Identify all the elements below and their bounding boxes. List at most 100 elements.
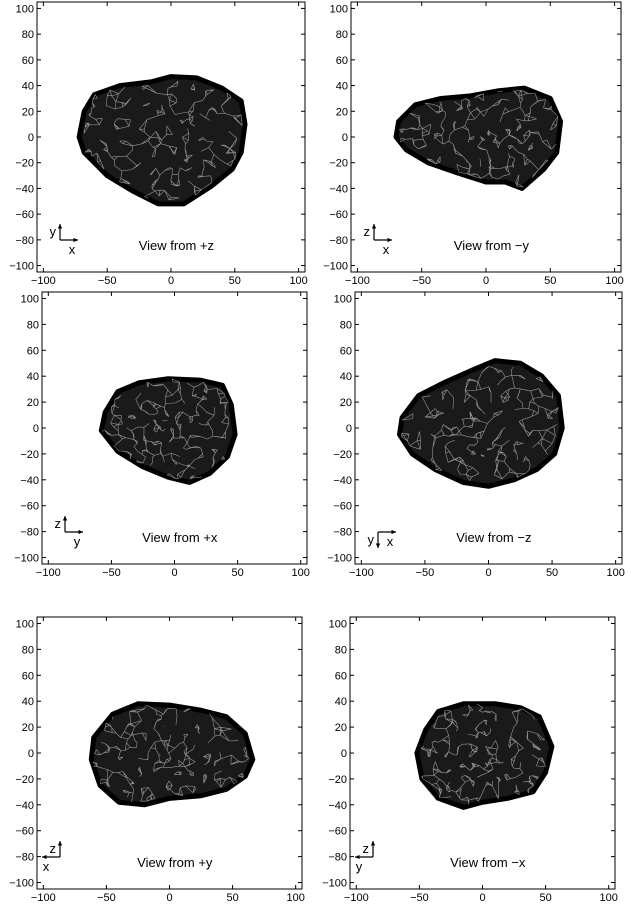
x-tick-label: 0 bbox=[171, 567, 177, 579]
y-tick-label: 0 bbox=[28, 132, 34, 144]
y-tick-label: −40 bbox=[333, 475, 352, 487]
axis-indicator-horizontal-label: y bbox=[74, 534, 81, 549]
x-tick-label: 50 bbox=[539, 892, 551, 904]
x-tick-label: 0 bbox=[166, 892, 172, 904]
y-tick-label: −40 bbox=[15, 800, 34, 812]
y-tick-label: 60 bbox=[340, 345, 352, 357]
x-tick-label: 50 bbox=[231, 567, 243, 579]
mesh-silhouette bbox=[76, 74, 248, 207]
axis-indicator-vertical-label: z bbox=[363, 841, 370, 856]
y-tick-label: −20 bbox=[15, 774, 34, 786]
x-tick-label: 100 bbox=[600, 892, 618, 904]
x-tick-label: 0 bbox=[483, 275, 489, 287]
mesh-silhouette bbox=[397, 358, 565, 489]
axis-indicator-horizontal-label: y bbox=[356, 859, 363, 874]
x-tick-label: 100 bbox=[292, 567, 310, 579]
y-tick-label: 0 bbox=[33, 423, 39, 435]
y-tick-label: 100 bbox=[329, 618, 347, 630]
axis-indicator-vertical-arrow-head bbox=[370, 841, 376, 846]
x-tick-label: 0 bbox=[479, 892, 485, 904]
mesh-wireframe bbox=[92, 705, 249, 802]
y-tick-label: 0 bbox=[346, 423, 352, 435]
mesh-silhouette bbox=[88, 701, 256, 808]
y-tick-label: 20 bbox=[22, 722, 34, 734]
x-tick-label: −100 bbox=[31, 892, 56, 904]
mesh-wireframe bbox=[420, 703, 546, 805]
y-tick-label: −40 bbox=[329, 183, 348, 195]
y-tick-label: −60 bbox=[329, 209, 348, 221]
x-tick-label: −100 bbox=[345, 275, 370, 287]
x-tick-label: −50 bbox=[416, 567, 435, 579]
view-caption: View from −x bbox=[450, 855, 526, 870]
y-tick-label: 80 bbox=[340, 319, 352, 331]
y-tick-label: −100 bbox=[322, 878, 347, 890]
view-caption: View from −y bbox=[454, 238, 530, 253]
panel-6: −100 −50 0 50 100 −100 −80 −60 −40 −20 0 20 40 60 80 10… bbox=[322, 616, 618, 904]
y-tick-label: 20 bbox=[340, 397, 352, 409]
x-tick-label: −100 bbox=[36, 567, 61, 579]
axis-indicator-vertical-label: y bbox=[50, 224, 57, 239]
panel-4: −100 −50 0 50 100 −100 −80 −60 −40 −20 0 20 40 60 80 10… bbox=[327, 291, 625, 579]
axis-indicator-vertical-arrow-head bbox=[57, 841, 63, 846]
y-tick-label: −40 bbox=[15, 183, 34, 195]
y-tick-label: 40 bbox=[340, 371, 352, 383]
axis-indicator-horizontal-arrow-head bbox=[42, 854, 47, 860]
panel-1: −100 −50 0 50 100 −100 −80 −60 −40 −20 0 20 40 60 80 10… bbox=[9, 1, 308, 287]
y-tick-label: 60 bbox=[27, 345, 39, 357]
view-caption: View from +z bbox=[139, 238, 214, 253]
y-tick-label: 40 bbox=[336, 81, 348, 93]
axis-indicator-horizontal-arrow-head bbox=[73, 237, 78, 243]
mesh-wireframe bbox=[400, 366, 559, 481]
x-tick-label: −50 bbox=[410, 892, 429, 904]
y-tick-label: −20 bbox=[328, 774, 347, 786]
axis-indicator-horizontal-label: x bbox=[43, 859, 50, 874]
y-tick-label: 80 bbox=[22, 29, 34, 41]
y-tick-label: −80 bbox=[15, 235, 34, 247]
y-tick-label: 60 bbox=[22, 55, 34, 67]
y-tick-label: −20 bbox=[333, 449, 352, 461]
axis-indicator-horizontal-arrow-head bbox=[387, 237, 392, 243]
axis-indicator-vertical-label: z bbox=[55, 516, 62, 531]
y-tick-label: 80 bbox=[27, 319, 39, 331]
axis-indicator-horizontal-label: x bbox=[387, 534, 394, 549]
y-tick-label: 60 bbox=[336, 55, 348, 67]
y-tick-label: 80 bbox=[336, 29, 348, 41]
y-tick-label: 20 bbox=[336, 106, 348, 118]
axis-indicator-vertical-label: z bbox=[364, 224, 371, 239]
y-tick-label: 100 bbox=[21, 293, 39, 305]
axis-indicator-horizontal-arrow-head bbox=[391, 529, 396, 535]
x-tick-label: 100 bbox=[287, 892, 305, 904]
x-tick-label: 100 bbox=[289, 275, 307, 287]
axis-indicator-vertical-arrow-head bbox=[375, 543, 381, 548]
y-tick-label: −60 bbox=[328, 826, 347, 838]
x-tick-label: −50 bbox=[412, 275, 431, 287]
mesh-silhouette bbox=[414, 701, 555, 810]
y-tick-label: −20 bbox=[20, 449, 39, 461]
x-tick-label: −100 bbox=[349, 567, 374, 579]
y-tick-label: −60 bbox=[15, 826, 34, 838]
y-tick-label: 100 bbox=[16, 618, 34, 630]
panel-5: −100 −50 0 50 100 −100 −80 −60 −40 −20 0 20 40 60 80 10… bbox=[9, 616, 305, 904]
y-tick-label: 0 bbox=[28, 748, 34, 760]
y-tick-label: 20 bbox=[335, 722, 347, 734]
view-caption: View from +y bbox=[137, 855, 213, 870]
y-tick-label: −100 bbox=[9, 261, 34, 273]
y-tick-label: −20 bbox=[15, 158, 34, 170]
y-tick-label: −80 bbox=[328, 852, 347, 864]
y-tick-label: −80 bbox=[15, 852, 34, 864]
panel-2: −100 −50 0 50 100 −100 −80 −60 −40 −20 0 20 40 60 80 10… bbox=[323, 1, 624, 287]
x-tick-label: −50 bbox=[98, 275, 117, 287]
axis-indicator-horizontal-arrow-head bbox=[355, 854, 360, 860]
x-tick-label: −100 bbox=[344, 892, 369, 904]
y-tick-label: 40 bbox=[27, 371, 39, 383]
mesh-wireframe bbox=[101, 378, 230, 480]
axis-indicator-horizontal-arrow-head bbox=[78, 529, 83, 535]
y-tick-label: 0 bbox=[342, 132, 348, 144]
y-tick-label: −100 bbox=[9, 878, 34, 890]
y-tick-label: −80 bbox=[20, 527, 39, 539]
x-tick-label: 100 bbox=[605, 275, 623, 287]
y-tick-label: 100 bbox=[330, 3, 348, 15]
y-tick-label: −100 bbox=[14, 553, 39, 565]
mesh-wireframe bbox=[83, 80, 243, 201]
